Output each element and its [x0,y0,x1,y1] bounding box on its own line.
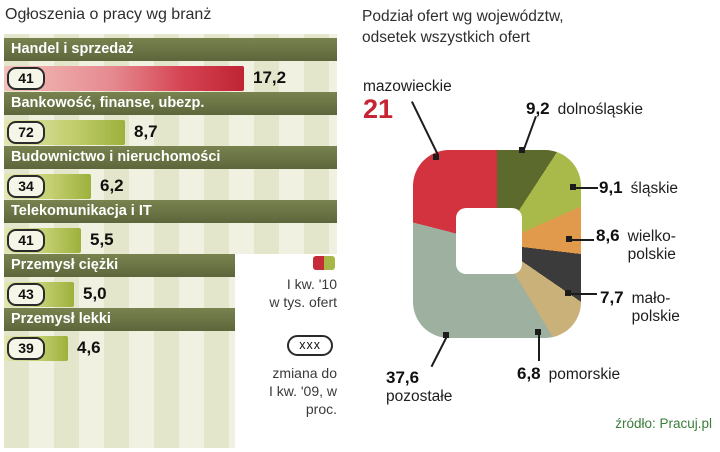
bar-category: Handel i sprzedaż 17,2 41 [4,38,337,93]
segment-label-dolnoslaskie: 9,2 dolnośląskie [526,99,643,119]
segment-label-slaskie: 9,1 śląskie [599,178,678,198]
bar-category: Bankowość, finanse, ubezp. 8,7 72 [4,92,337,147]
bar-value: 5,0 [83,284,107,303]
donut-hole [456,208,522,274]
segment-value: 9,1 [599,178,623,197]
callout-line-wielkopolskie [570,239,594,241]
bar-row: 8,7 72 [4,117,337,147]
callout-cap-dolnoslaskie [519,147,525,153]
segment-name-line2: polskie [631,308,680,325]
change-badge: 72 [7,121,45,144]
series-color-icon [313,256,335,270]
source-credit: źródło: Pracuj.pl [615,416,712,431]
legend-series-line1: I kw. '10 [286,276,337,292]
legend-series-line2: w tys. ofert [269,294,337,310]
legend-change-line2: I kw. '09, w proc. [268,383,337,417]
bar-category: Przemysł ciężki 5,0 43 [4,254,337,309]
bar-category: Budownictwo i nieruchomości 6,2 34 [4,146,337,201]
callout-cap-malopolskie [565,290,571,296]
bar-row: 5,5 41 [4,225,337,255]
category-label: Telekomunikacja i IT [4,200,337,223]
segment-label-wielkopolskie: 8,6 wielko- polskie [596,226,676,264]
bar-category: Przemysł lekki 4,6 39 [4,308,337,363]
callout-cap-pozostale [443,332,449,338]
segment-value: 7,7 [600,288,624,307]
bar-value: 17,2 [253,68,287,87]
bar-value: 4,6 [77,338,101,357]
category-label: Przemysł ciężki [4,254,235,277]
left-chart-title: Ogłoszenia o pracy wg branż [5,6,212,23]
change-badge-symbol: xxx [287,335,333,356]
segment-value-mazowieckie: 21 [363,94,394,124]
segment-name: śląskie [630,180,679,197]
segment-name-line2: polskie [627,246,676,263]
bar-value: 6,2 [100,176,124,195]
callout-line-pozostale [430,336,448,368]
segment-value: 9,2 [526,99,550,118]
callout-cap-mazowieckie [433,154,439,160]
callout-line-mazowieckie [411,101,440,156]
segment-value: 37,6 [386,368,420,387]
right-chart-title: Podział ofert wg województw, odsetek wsz… [362,6,564,48]
legend: I kw. '10 w tys. ofert xxx zmiana do I k… [241,256,337,418]
segment-value: 8,6 [596,226,620,245]
bar-row: 17,2 41 [4,63,337,93]
industry-bar-chart: Handel i sprzedaż 17,2 41 Bankowość, fin… [4,34,337,448]
voivodeship-donut [413,150,581,338]
bar-row: 6,2 34 [4,171,337,201]
bar-value: 5,5 [90,230,114,249]
segment-label-malopolskie: 7,7 mało- polskie [600,288,680,326]
callout-line-dolnoslaskie [522,116,537,151]
right-chart-title-line1: Podział ofert wg województw, [362,8,564,25]
callout-line-pomorskie [538,333,540,361]
callout-cap-wielkopolskie [566,236,572,242]
segment-label-mazowieckie: mazowieckie [363,78,452,95]
segment-label-pozostale: 37,6 pozostałe [386,368,452,406]
bar-row: 5,0 43 [4,279,337,309]
bar-row: 4,6 39 [4,333,337,363]
change-badge: 43 [7,283,45,306]
callout-cap-slaskie [570,184,576,190]
change-badge: 39 [7,337,45,360]
segment-name: pozostałe [386,388,453,405]
right-chart-title-line2: odsetek wszystkich ofert [362,29,530,46]
callout-cap-pomorskie [535,329,541,335]
callout-line-malopolskie [569,293,597,295]
segment-name: dolnośląskie [557,101,643,118]
segment-name: pomorskie [548,366,621,383]
segment-name-line1: mało- [631,290,671,307]
change-badge: 34 [7,175,45,198]
category-label: Przemysł lekki [4,308,235,331]
change-badge: 41 [7,67,45,90]
bar-category: Telekomunikacja i IT 5,5 41 [4,200,337,255]
change-badge: 41 [7,229,45,252]
category-label: Budownictwo i nieruchomości [4,146,337,169]
callout-line-slaskie [574,187,598,189]
segment-label-pomorskie: 6,8 pomorskie [517,364,620,384]
segment-value: 6,8 [517,364,541,383]
category-label: Bankowość, finanse, ubezp. [4,92,337,115]
category-label: Handel i sprzedaż [4,38,337,61]
legend-change-line1: zmiana do [272,365,337,381]
bar-value: 8,7 [134,122,158,141]
segment-name-line1: wielko- [627,228,676,245]
